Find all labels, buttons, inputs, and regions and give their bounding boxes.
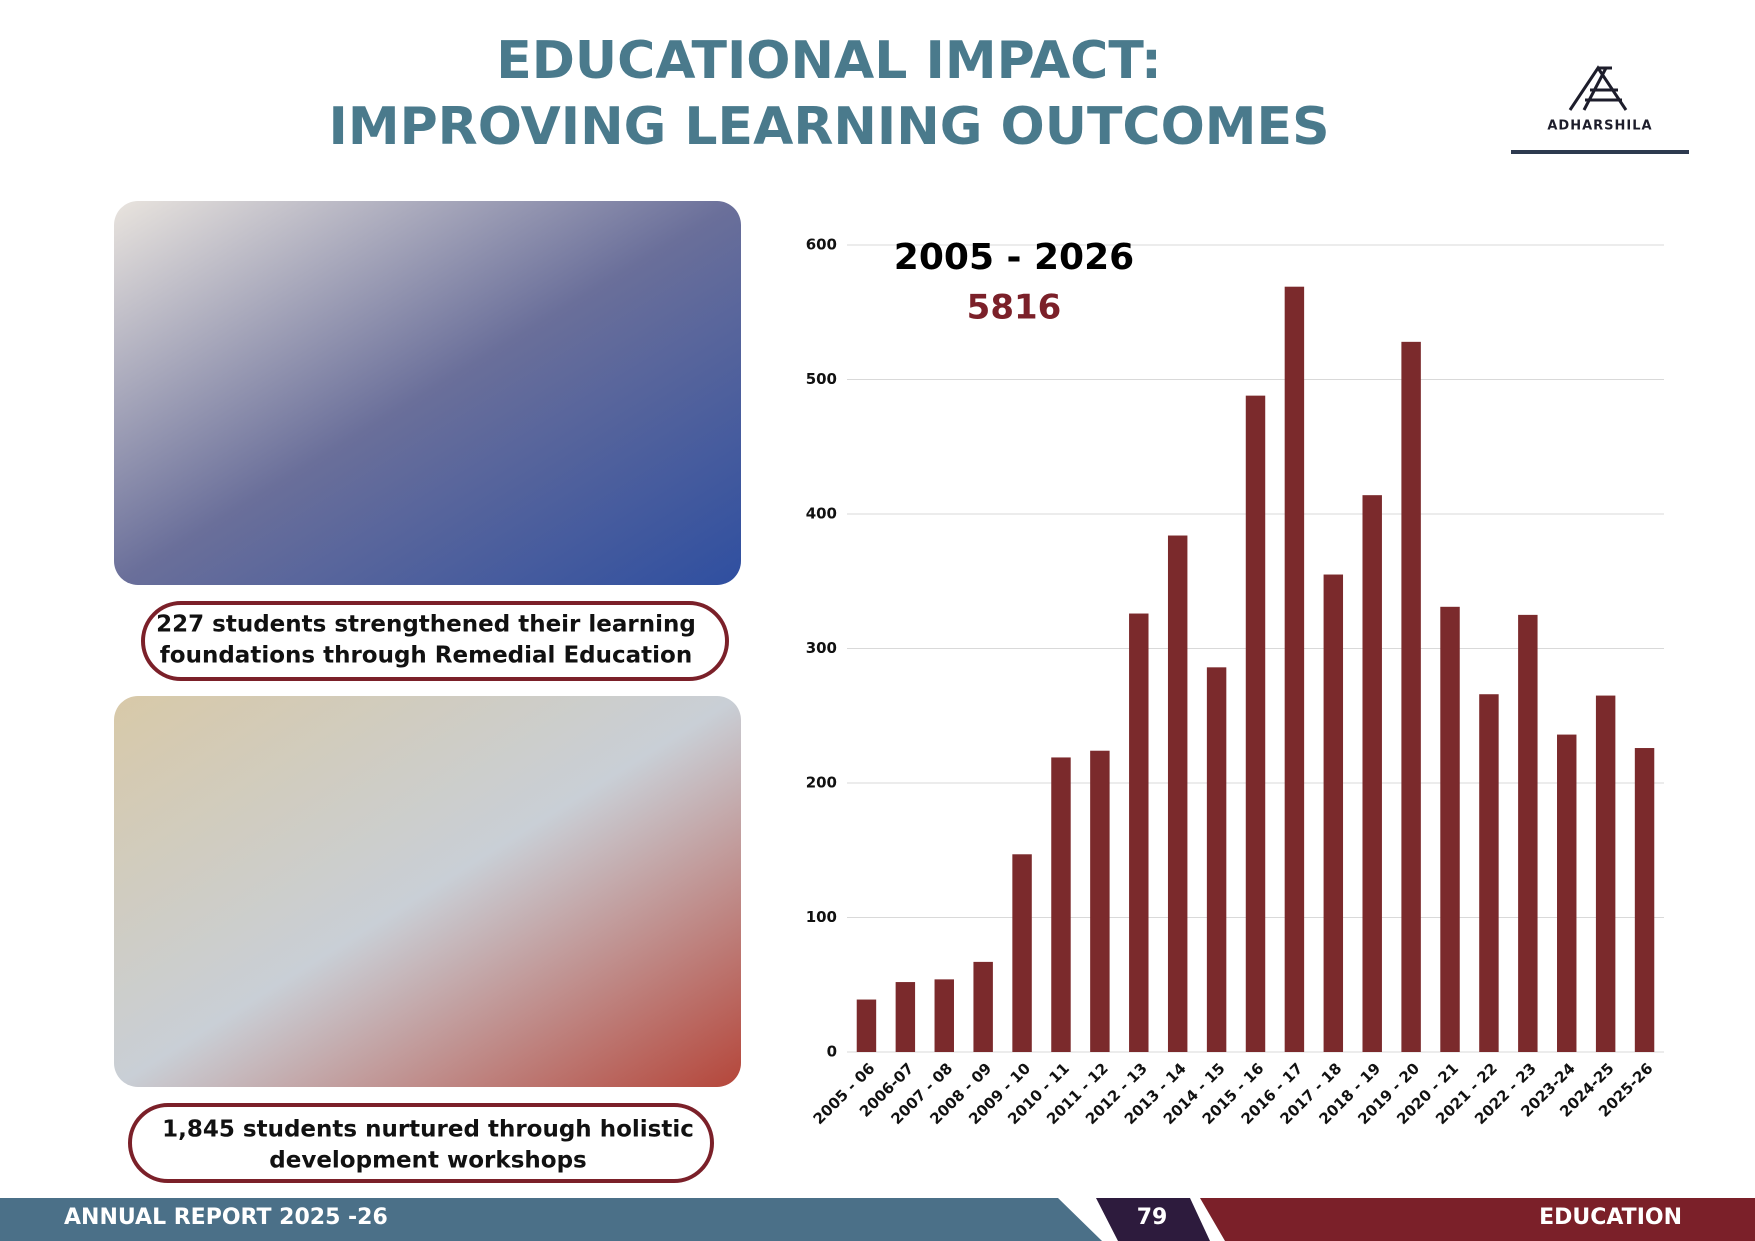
bar bbox=[1401, 341, 1421, 1053]
caption-pill bbox=[128, 1103, 714, 1183]
bar bbox=[1129, 613, 1149, 1052]
bar bbox=[1245, 395, 1266, 1052]
footer: ANNUAL REPORT 2025 -26 79 EDUCATION bbox=[0, 1198, 1755, 1241]
footer-right: EDUCATION bbox=[1539, 1205, 1682, 1230]
bar bbox=[1595, 695, 1616, 1052]
bar bbox=[1557, 734, 1577, 1052]
page-number: 79 bbox=[1137, 1205, 1168, 1230]
y-tick-label: 400 bbox=[806, 505, 837, 523]
bar bbox=[1518, 614, 1538, 1052]
bar bbox=[1284, 286, 1305, 1052]
chart-total: 5816 bbox=[967, 288, 1062, 328]
caption: foundations through Remedial Education bbox=[160, 643, 692, 669]
bar bbox=[856, 999, 877, 1052]
caption: 1,845 students nurtured through holistic bbox=[162, 1117, 694, 1143]
y-tick-label: 200 bbox=[806, 774, 837, 792]
bar bbox=[934, 979, 954, 1052]
y-tick-label: 100 bbox=[806, 908, 837, 926]
y-tick-label: 600 bbox=[806, 236, 837, 254]
photo bbox=[114, 696, 741, 1087]
y-tick-label: 0 bbox=[827, 1043, 837, 1061]
bar bbox=[1167, 535, 1188, 1052]
caption: development workshops bbox=[269, 1148, 586, 1174]
bar bbox=[1323, 574, 1344, 1052]
bar bbox=[1051, 757, 1071, 1052]
photo bbox=[114, 201, 741, 585]
bar bbox=[973, 961, 993, 1052]
bar bbox=[1012, 854, 1032, 1052]
bar bbox=[1090, 750, 1110, 1052]
bar bbox=[1479, 694, 1499, 1052]
caption: 227 students strengthened their learning bbox=[156, 612, 696, 638]
logo: ADHARSHILA bbox=[1511, 65, 1689, 154]
bar bbox=[1440, 606, 1460, 1052]
footer-left: ANNUAL REPORT 2025 -26 bbox=[64, 1205, 388, 1230]
bar bbox=[1634, 748, 1655, 1052]
caption-pill bbox=[141, 601, 729, 681]
title-line: EDUCATIONAL IMPACT: bbox=[496, 31, 1162, 91]
y-tick-label: 300 bbox=[806, 639, 837, 657]
bar bbox=[1206, 667, 1227, 1052]
title-line: IMPROVING LEARNING OUTCOMES bbox=[328, 97, 1329, 157]
y-tick-label: 500 bbox=[806, 370, 837, 388]
chart-annotation: 2005 - 2026 bbox=[894, 237, 1134, 278]
bar bbox=[895, 982, 916, 1052]
bar bbox=[1362, 495, 1382, 1052]
logo-text: ADHARSHILA bbox=[1547, 119, 1652, 134]
